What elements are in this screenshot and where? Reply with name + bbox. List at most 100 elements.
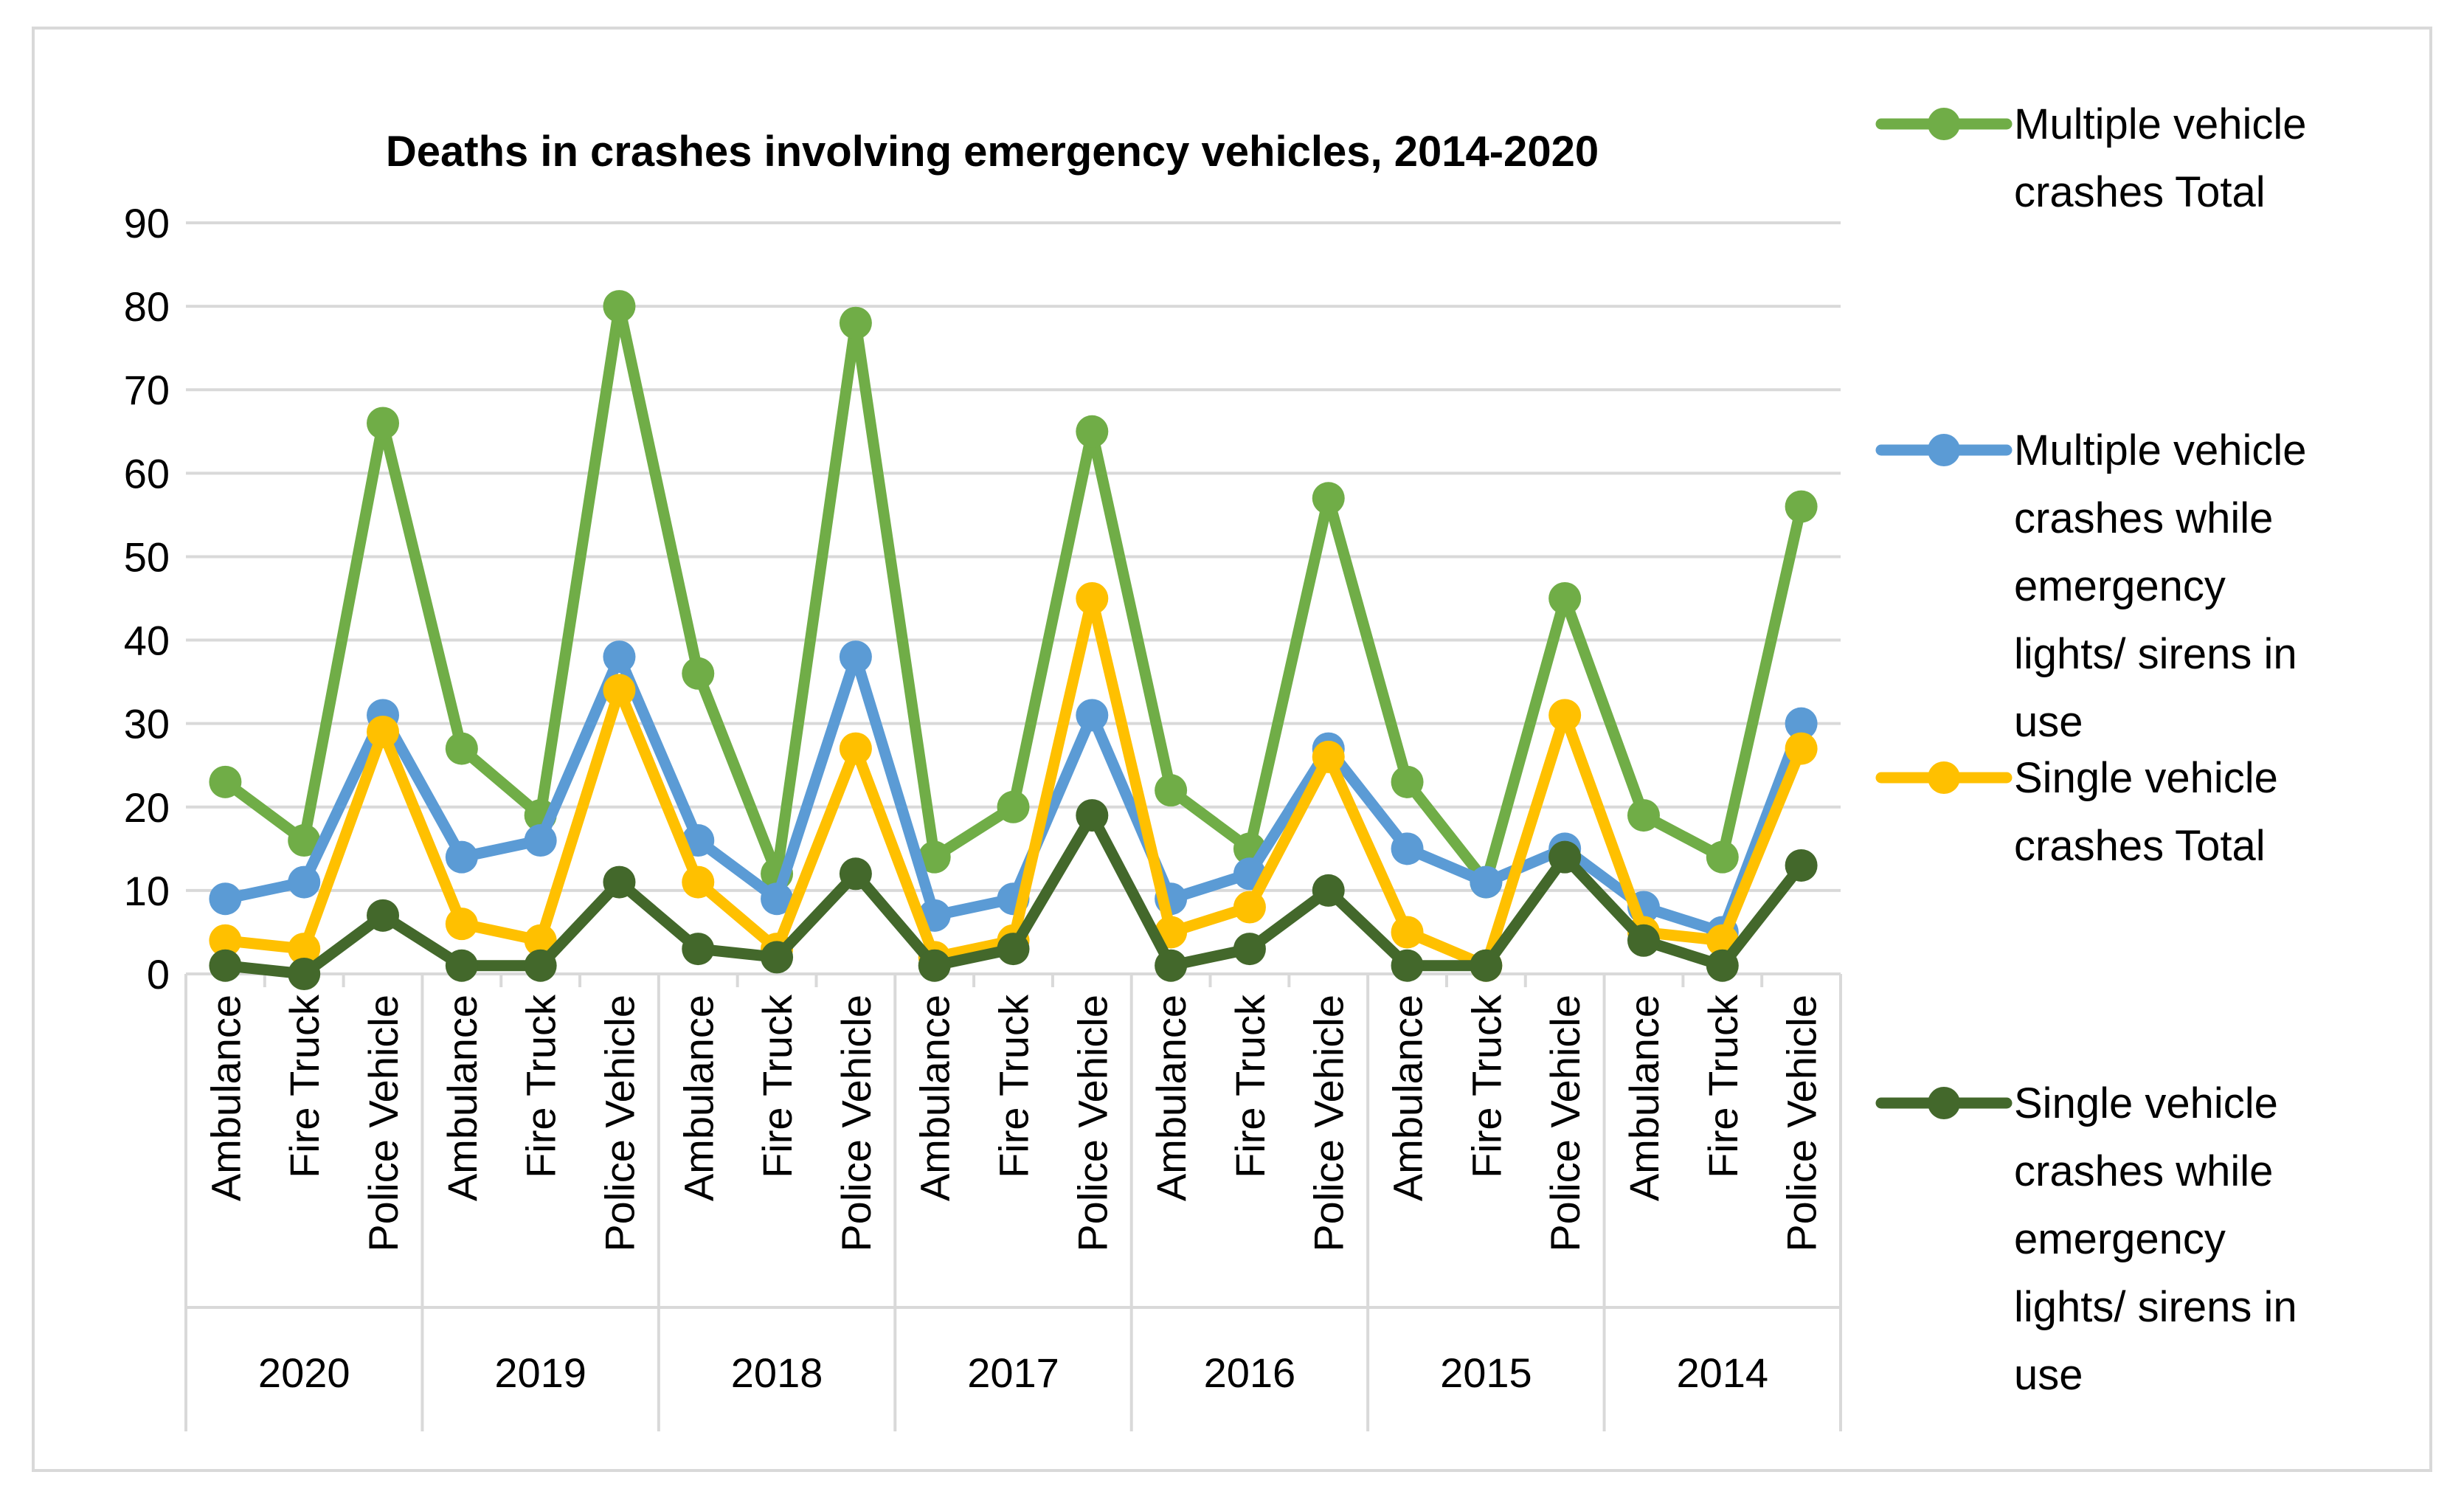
data-point [1391, 765, 1424, 798]
data-point [1312, 874, 1345, 907]
data-point [1076, 799, 1109, 832]
y-tick-label: 20 [124, 784, 170, 831]
data-point [524, 949, 557, 982]
x-tick-label: Ambulance [1621, 995, 1667, 1201]
data-point [445, 732, 478, 765]
data-point [1312, 482, 1345, 515]
data-point [997, 933, 1030, 966]
data-point [367, 715, 400, 748]
legend-label: crashes while [2014, 494, 2273, 542]
legend-entry-3: Single vehicle crashes Total [1875, 754, 2278, 870]
x-tick-label: Ambulance [202, 995, 249, 1201]
y-tick-label: 30 [124, 701, 170, 747]
group-label: 2014 [1676, 1349, 1768, 1396]
y-tick-label: 10 [124, 868, 170, 914]
data-point [1785, 732, 1818, 765]
x-tick-label: Ambulance [675, 995, 721, 1201]
group-label: 2016 [1204, 1349, 1296, 1396]
legend-label: emergency [2014, 1215, 2226, 1263]
data-point [1391, 832, 1424, 865]
legend-label: Single vehicle [2014, 754, 2278, 802]
data-point [997, 790, 1030, 823]
data-point [1627, 924, 1660, 957]
x-axis: Ambulance Fire Truck Police Vehicle Ambulan… [184, 972, 1842, 1431]
data-point [603, 640, 636, 674]
data-point [367, 407, 400, 440]
x-tick-label: Ambulance [1385, 995, 1431, 1201]
data-point [603, 865, 636, 899]
data-point [1076, 415, 1109, 448]
gridlines [186, 221, 1841, 892]
y-tick-label: 60 [124, 450, 170, 497]
series-1 [209, 290, 1818, 899]
x-tick-label: Police Vehicle [1779, 995, 1825, 1252]
data-point [603, 290, 636, 323]
data-point [1233, 933, 1266, 966]
x-tick-label: Police Vehicle [596, 995, 643, 1252]
group-label: 2018 [731, 1349, 823, 1396]
data-point [1076, 699, 1109, 732]
data-point [839, 732, 872, 765]
group-label: 2020 [258, 1349, 350, 1396]
legend-label: use [2014, 698, 2083, 746]
data-point [682, 933, 715, 966]
data-point [1785, 848, 1818, 882]
group-label: 2015 [1440, 1349, 1532, 1396]
data-point [682, 657, 715, 690]
chart-border [32, 27, 2432, 1472]
x-tick-label: Ambulance [912, 995, 958, 1201]
data-point [288, 824, 321, 857]
legend-label: crashes Total [2014, 168, 2266, 216]
legend-label: crashes while [2014, 1147, 2273, 1195]
legend-entry-2: Multiple vehicle crashes while emergency li… [1875, 426, 2307, 746]
series-layer [209, 290, 1818, 990]
legend-marker [1928, 434, 1960, 466]
data-point [1391, 916, 1424, 949]
x-tick-label: Fire Truck [1227, 994, 1273, 1178]
y-tick-label: 50 [124, 533, 170, 580]
legend-label: Multiple vehicle [2014, 426, 2307, 474]
data-point [1155, 949, 1188, 982]
legend-label: Multiple vehicle [2014, 100, 2307, 148]
x-tick-label: Fire Truck [281, 994, 328, 1178]
legend-entry-1: Multiple vehicle crashes Total [1875, 100, 2307, 216]
x-tick-label: Police Vehicle [1306, 995, 1352, 1252]
data-point [288, 865, 321, 899]
chart-title: Deaths in crashes involving emergency ve… [386, 128, 1599, 176]
data-point [761, 941, 794, 974]
data-point [1706, 840, 1739, 874]
series-4 [209, 799, 1818, 990]
data-point [367, 899, 400, 932]
x-tick-label: Police Vehicle [1542, 995, 1588, 1252]
data-point [1548, 582, 1582, 615]
y-tick-label: 80 [124, 283, 170, 330]
y-tick-label: 0 [147, 951, 170, 998]
x-tick-label: Police Vehicle [833, 995, 879, 1252]
data-point [839, 306, 872, 339]
legend-marker [1928, 108, 1960, 140]
data-point [445, 840, 478, 874]
group-label: 2019 [494, 1349, 586, 1396]
data-point [1548, 840, 1582, 874]
x-tick-label: Ambulance [1148, 995, 1194, 1201]
data-point [288, 958, 321, 990]
data-point [209, 949, 242, 982]
data-point [209, 765, 242, 798]
x-tick-label: Ambulance [439, 995, 485, 1201]
data-point [1391, 949, 1424, 982]
legend-marker [1928, 1087, 1960, 1119]
data-point [1627, 799, 1660, 832]
data-point [1233, 891, 1266, 924]
data-point [1470, 949, 1503, 982]
y-tick-label: 90 [124, 200, 170, 246]
data-point [445, 908, 478, 941]
legend-label: lights/ sirens in [2014, 1283, 2297, 1331]
x-tick-label: Fire Truck [1463, 994, 1509, 1178]
x-tick-label: Fire Truck [754, 994, 800, 1178]
data-point [524, 824, 557, 857]
x-tick-label: Police Vehicle [1069, 995, 1115, 1252]
data-point [1470, 865, 1503, 899]
